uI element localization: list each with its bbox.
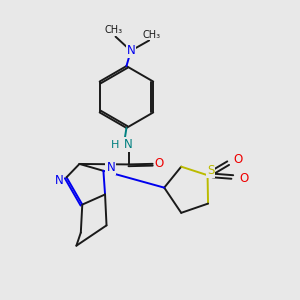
Text: O: O <box>233 152 242 166</box>
Text: CH₃: CH₃ <box>104 25 122 35</box>
Text: H: H <box>110 140 119 150</box>
Text: S: S <box>207 164 214 177</box>
Text: N: N <box>106 161 115 174</box>
Text: N: N <box>55 174 64 187</box>
Text: N: N <box>127 44 135 57</box>
Text: O: O <box>239 172 248 185</box>
Text: N: N <box>124 138 133 151</box>
Text: O: O <box>154 157 164 170</box>
Text: CH₃: CH₃ <box>143 30 161 40</box>
